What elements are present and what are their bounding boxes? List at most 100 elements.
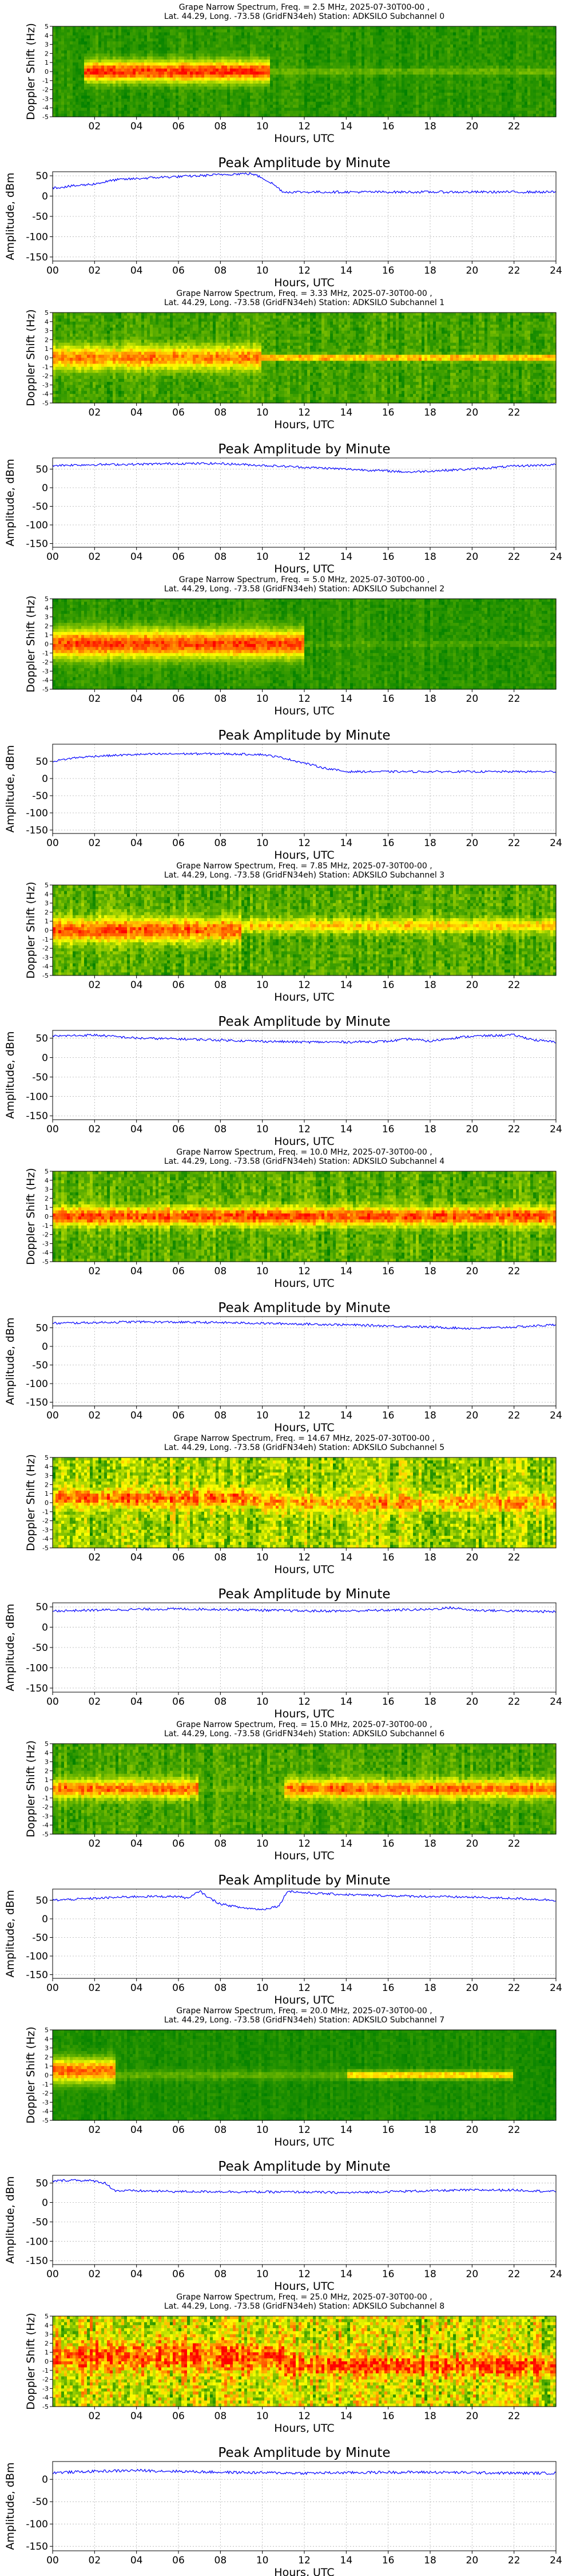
spectrogram-cell	[90, 33, 93, 36]
spectrogram-cell	[67, 69, 70, 72]
spectrogram-cell	[138, 26, 142, 30]
spectrogram-cell	[187, 69, 190, 72]
spectrogram-cell	[130, 33, 133, 36]
spectrogram-cell	[64, 38, 67, 42]
spectrogram-cell	[118, 57, 122, 60]
spectrogram-cell	[207, 50, 210, 54]
spectrogram-cell	[76, 102, 79, 105]
spectrogram-cell	[164, 35, 168, 39]
spectrogram-cell	[138, 84, 142, 87]
spectrogram-cell	[98, 86, 102, 90]
spectrogram-cell	[96, 48, 99, 51]
spectrogram-cell	[64, 108, 67, 111]
spectrogram-cell	[178, 45, 182, 48]
spectrogram-cell	[198, 48, 202, 51]
spectrogram-cell	[113, 38, 116, 42]
spectrogram-cell	[170, 72, 173, 75]
spectrogram-cell	[158, 96, 162, 99]
spectrogram-cell	[184, 62, 188, 66]
spectrogram-cell	[81, 108, 85, 111]
spectrogram-cell	[90, 84, 93, 87]
spectrogram-cell	[116, 41, 119, 45]
spectrogram-cell	[138, 33, 142, 36]
spectrogram-cell	[164, 60, 168, 63]
spectrogram-cell	[104, 69, 108, 72]
spectrogram-cell	[198, 84, 202, 87]
spectrogram-cell	[201, 62, 205, 66]
spectrogram-cell	[84, 108, 88, 111]
spectrogram-cell	[84, 38, 88, 42]
spectrogram-cell	[78, 110, 82, 114]
spectrogram-cell	[93, 69, 96, 72]
spectrogram-cell	[70, 29, 73, 33]
spectrogram-cell	[156, 90, 159, 93]
spectrogram-cell	[121, 50, 125, 54]
spectrogram-cell	[98, 60, 102, 63]
spectrogram-cell	[167, 78, 170, 81]
spectrogram-cell	[104, 33, 108, 36]
spectrogram-cell	[96, 93, 99, 96]
spectrogram-cell	[73, 50, 76, 54]
spectrogram-cell	[98, 48, 102, 51]
spectrogram-cell	[96, 35, 99, 39]
spectrogram-cell	[78, 96, 82, 99]
spectrogram-cell	[201, 33, 205, 36]
spectrogram-cell	[73, 74, 76, 78]
spectrogram-cell	[73, 26, 76, 30]
spectrogram-cell	[136, 45, 139, 48]
spectrogram-cell	[144, 78, 148, 81]
spectrogram-cell	[93, 81, 96, 84]
spectrogram-cell	[101, 65, 105, 69]
spectrogram-cell	[58, 86, 62, 90]
spectrogram-cell	[58, 60, 62, 63]
spectrogram-cell	[190, 45, 193, 48]
spectrogram-cell	[110, 72, 113, 75]
spectrogram-cell	[121, 57, 125, 60]
spectrogram-cell	[104, 62, 108, 66]
spectrogram-cell	[156, 108, 159, 111]
spectrogram-cell	[144, 26, 148, 30]
spectrogram-cell	[204, 96, 208, 99]
spectrogram-cell	[196, 105, 199, 108]
spectrogram-cell	[136, 84, 139, 87]
spectrogram-cell	[204, 69, 208, 72]
spectrogram-cell	[53, 74, 56, 78]
spectrogram-cell	[136, 96, 139, 99]
spectrogram-cell	[204, 108, 208, 111]
spectrogram-cell	[130, 29, 133, 33]
spectrogram-cell	[158, 84, 162, 87]
spectrogram-cell	[201, 78, 205, 81]
spectrogram-cell	[70, 78, 73, 81]
spectrogram-cell	[173, 35, 176, 39]
spectrogram-cell	[78, 84, 82, 87]
spectrogram-cell	[136, 38, 139, 42]
spectrogram-cell	[158, 72, 162, 75]
spectrogram-cell	[193, 90, 196, 93]
spectrogram-cell	[55, 62, 59, 66]
spectrogram-cell	[187, 35, 190, 39]
spectrogram-cell	[178, 50, 182, 54]
spectrogram-cell	[170, 86, 173, 90]
spectrogram-cell	[55, 69, 59, 72]
spectrogram-cell	[76, 38, 79, 42]
spectrogram-cell	[147, 57, 150, 60]
spectrogram-cell	[67, 50, 70, 54]
spectrogram-cell	[141, 38, 145, 42]
spectrogram-cell	[55, 108, 59, 111]
spectrogram-cell	[156, 105, 159, 108]
spectrogram-cell	[64, 69, 67, 72]
spectrogram-cell	[144, 90, 148, 93]
spectrogram-cell	[136, 26, 139, 30]
spectrogram-cell	[104, 57, 108, 60]
spectrogram-cell	[96, 90, 99, 93]
spectrogram-cell	[181, 60, 185, 63]
spectrogram-cell	[58, 65, 62, 69]
spectrogram-cell	[110, 90, 113, 93]
spectrogram-cell	[190, 105, 193, 108]
spectrogram-cell	[121, 38, 125, 42]
spectrogram-cell	[53, 29, 56, 33]
spectrogram-cell	[181, 72, 185, 75]
spectrogram-cell	[121, 72, 125, 75]
spectrogram-cell	[164, 84, 168, 87]
spectrogram-cell	[73, 110, 76, 114]
